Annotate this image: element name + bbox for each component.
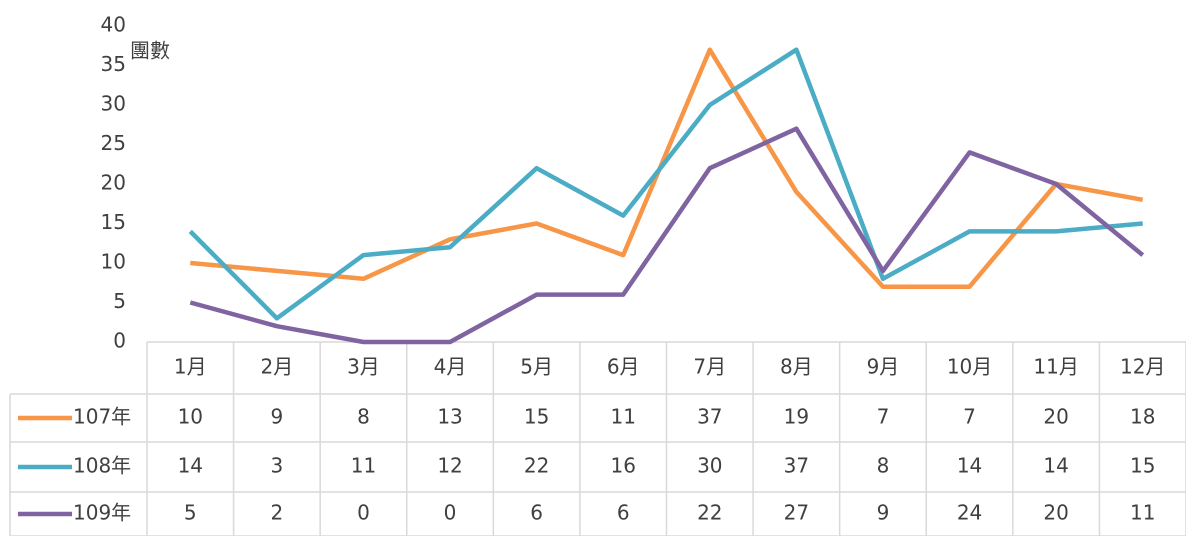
x-tick-label: 12月 — [1120, 355, 1165, 379]
table-value: 14 — [1043, 454, 1068, 478]
x-tick-label: 8月 — [780, 355, 813, 379]
table-value: 19 — [784, 405, 809, 429]
legend-label: 109年 — [73, 501, 131, 525]
table-value: 22 — [524, 454, 549, 478]
y-tick-label: 25 — [101, 131, 126, 155]
table-value: 20 — [1043, 405, 1068, 429]
table-value: 11 — [351, 454, 376, 478]
table-value: 2 — [271, 501, 284, 525]
x-tick-label: 9月 — [867, 355, 900, 379]
table-value: 0 — [357, 501, 370, 525]
x-tick-label: 4月 — [434, 355, 467, 379]
line-series — [190, 47, 1144, 289]
table-value: 37 — [784, 454, 809, 478]
table-value: 11 — [1130, 501, 1155, 525]
table-value: 5 — [184, 501, 197, 525]
table-value: 20 — [1043, 501, 1068, 525]
table-value: 30 — [697, 454, 722, 478]
x-tick-label: 3月 — [347, 355, 380, 379]
table-value: 14 — [957, 454, 982, 478]
table-value: 9 — [877, 501, 890, 525]
table-value: 18 — [1130, 405, 1155, 429]
line-series — [189, 126, 1145, 345]
table-value: 27 — [784, 501, 809, 525]
y-tick-label: 5 — [113, 289, 126, 313]
legend-label: 108年 — [73, 454, 131, 478]
table-value: 14 — [178, 454, 203, 478]
table-value: 22 — [697, 501, 722, 525]
table-value: 9 — [271, 405, 284, 429]
x-tick-label: 6月 — [607, 355, 640, 379]
x-tick-label: 11月 — [1033, 355, 1078, 379]
table-value: 15 — [524, 405, 549, 429]
table-value: 6 — [617, 501, 630, 525]
x-tick-label: 1月 — [174, 355, 207, 379]
table-value: 8 — [877, 454, 890, 478]
table-value: 13 — [437, 405, 462, 429]
table-value: 7 — [963, 405, 976, 429]
y-tick-label: 35 — [101, 52, 126, 76]
table-value: 6 — [530, 501, 543, 525]
x-tick-label: 10月 — [947, 355, 992, 379]
y-axis-label: 團數 — [130, 39, 170, 63]
y-tick-label: 15 — [101, 210, 126, 234]
table-value: 16 — [610, 454, 635, 478]
x-tick-label: 5月 — [520, 355, 553, 379]
table-value: 37 — [697, 405, 722, 429]
table-value: 11 — [610, 405, 635, 429]
table-value: 10 — [178, 405, 203, 429]
table-value: 24 — [957, 501, 982, 525]
y-tick-label: 0 — [113, 329, 126, 353]
y-tick-label: 10 — [101, 250, 126, 274]
table-value: 15 — [1130, 454, 1155, 478]
table-value: 12 — [437, 454, 462, 478]
x-tick-label: 7月 — [693, 355, 726, 379]
y-tick-label: 20 — [101, 171, 126, 195]
x-tick-label: 2月 — [261, 355, 294, 379]
table-value: 7 — [877, 405, 890, 429]
table-value: 8 — [357, 405, 370, 429]
table-value: 3 — [271, 454, 284, 478]
y-tick-label: 30 — [101, 92, 126, 116]
line-series — [188, 47, 1143, 321]
y-tick-label: 40 — [101, 13, 126, 37]
table-value: 0 — [444, 501, 457, 525]
legend-label: 107年 — [73, 405, 131, 429]
